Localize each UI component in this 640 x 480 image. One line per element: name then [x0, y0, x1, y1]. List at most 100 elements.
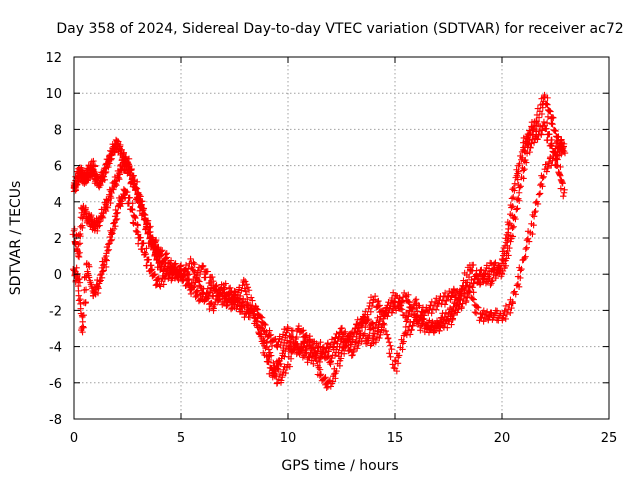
data-point-interp — [544, 163, 552, 170]
data-point-interp — [552, 127, 559, 135]
data-point-interp — [361, 330, 369, 337]
data-point-interp — [128, 205, 136, 213]
data-point-interp — [259, 325, 266, 332]
data-point-interp — [77, 232, 84, 240]
data-point-interp — [184, 281, 192, 288]
data-point-interp — [257, 313, 265, 320]
data-point-interp — [441, 301, 449, 308]
data-point-interp — [156, 253, 164, 260]
data-point-interp — [358, 338, 365, 345]
data-point-interp — [376, 334, 383, 342]
data-point-interp — [317, 371, 325, 378]
data-point-interp — [511, 288, 518, 295]
data-point-interp — [371, 324, 379, 331]
data-point-interp — [277, 341, 284, 349]
data-point-interp — [167, 257, 175, 264]
data-point-interp — [545, 158, 553, 166]
data-point-interp — [138, 204, 146, 212]
data-point-interp — [403, 318, 410, 325]
data-point-interp — [502, 302, 510, 310]
data-point-interp — [254, 318, 262, 325]
data-point-interp — [448, 321, 455, 328]
data-point-interp — [266, 332, 273, 339]
data-point-interp — [387, 342, 394, 349]
data-point-interp — [179, 276, 186, 283]
data-point-interp — [372, 336, 380, 344]
data-point-interp — [549, 157, 556, 164]
data-point-interp — [409, 322, 416, 329]
data-point-interp — [505, 221, 512, 228]
data-point-interp — [391, 357, 399, 364]
data-point-interp — [124, 188, 131, 196]
data-point-interp — [94, 283, 102, 291]
data-point-interp — [470, 296, 477, 303]
data-point-interp — [298, 327, 306, 335]
data-point-interp — [354, 345, 361, 352]
data-point-interp — [509, 233, 517, 240]
data-point-interp — [466, 288, 473, 295]
data-point-interp — [509, 298, 516, 306]
data-point-interp — [269, 367, 276, 374]
data-point-interp — [516, 184, 523, 191]
data-point-interp — [102, 256, 110, 263]
data-point-interp — [532, 207, 539, 215]
data-point-interp — [223, 302, 230, 310]
data-point-interp — [120, 149, 128, 156]
data-point-interp — [498, 269, 506, 277]
data-point-interp — [327, 360, 334, 368]
data-point-interp — [534, 200, 542, 208]
data-point-interp — [207, 300, 214, 307]
data-point-interp — [118, 200, 126, 207]
data-point-interp — [237, 292, 244, 300]
data-point-interp — [258, 314, 266, 321]
data-point-interp — [129, 206, 136, 214]
data-point-interp — [95, 285, 102, 292]
data-point-interp — [544, 101, 551, 108]
data-point-interp — [441, 289, 449, 297]
data-point-interp — [450, 286, 458, 294]
data-point-interp — [464, 292, 471, 300]
data-point-interp — [412, 296, 420, 303]
data-point-interp — [91, 162, 99, 169]
data-point-interp — [133, 178, 141, 185]
data-point-interp — [160, 281, 167, 288]
data-point-interp — [154, 245, 162, 252]
data-point — [338, 336, 345, 343]
data-point-interp — [286, 363, 294, 370]
data-point-interp — [388, 346, 395, 353]
data-point-interp — [266, 349, 274, 356]
data-point-interp — [400, 289, 408, 297]
data-point-interp — [85, 274, 93, 281]
data-point-interp — [211, 301, 218, 309]
data-point-interp — [510, 193, 517, 201]
data-point-interp — [472, 309, 480, 317]
data-point-interp — [76, 279, 84, 286]
data-point-interp — [113, 210, 120, 217]
data-point-interp — [263, 339, 270, 346]
data-point-interp — [79, 224, 86, 232]
data-point-interp — [264, 353, 272, 361]
data-point-interp — [539, 183, 546, 190]
data-point-interp — [394, 292, 401, 300]
data-point-interp — [539, 174, 546, 182]
data-point-interp — [394, 354, 402, 361]
data-point-interp — [515, 162, 522, 169]
data-point-interp — [547, 108, 554, 115]
data-point-interp — [234, 289, 242, 296]
data-point-interp — [129, 219, 137, 226]
data-point-interp — [522, 159, 530, 166]
data-point-interp — [144, 217, 152, 224]
data-point-interp — [342, 328, 349, 335]
data-point-interp — [356, 335, 363, 342]
data-point-interp — [193, 292, 200, 299]
data-point-interp — [245, 313, 252, 321]
data-point-interp — [548, 136, 556, 144]
data-point-interp — [385, 338, 393, 346]
data-point-interp — [475, 304, 482, 311]
data-point-interp — [71, 225, 78, 233]
data-point-interp — [480, 307, 487, 314]
data-point-interp — [107, 237, 114, 244]
data-point-interp — [502, 315, 509, 323]
data-point-interp — [177, 272, 184, 280]
data-point-interp — [473, 267, 480, 274]
